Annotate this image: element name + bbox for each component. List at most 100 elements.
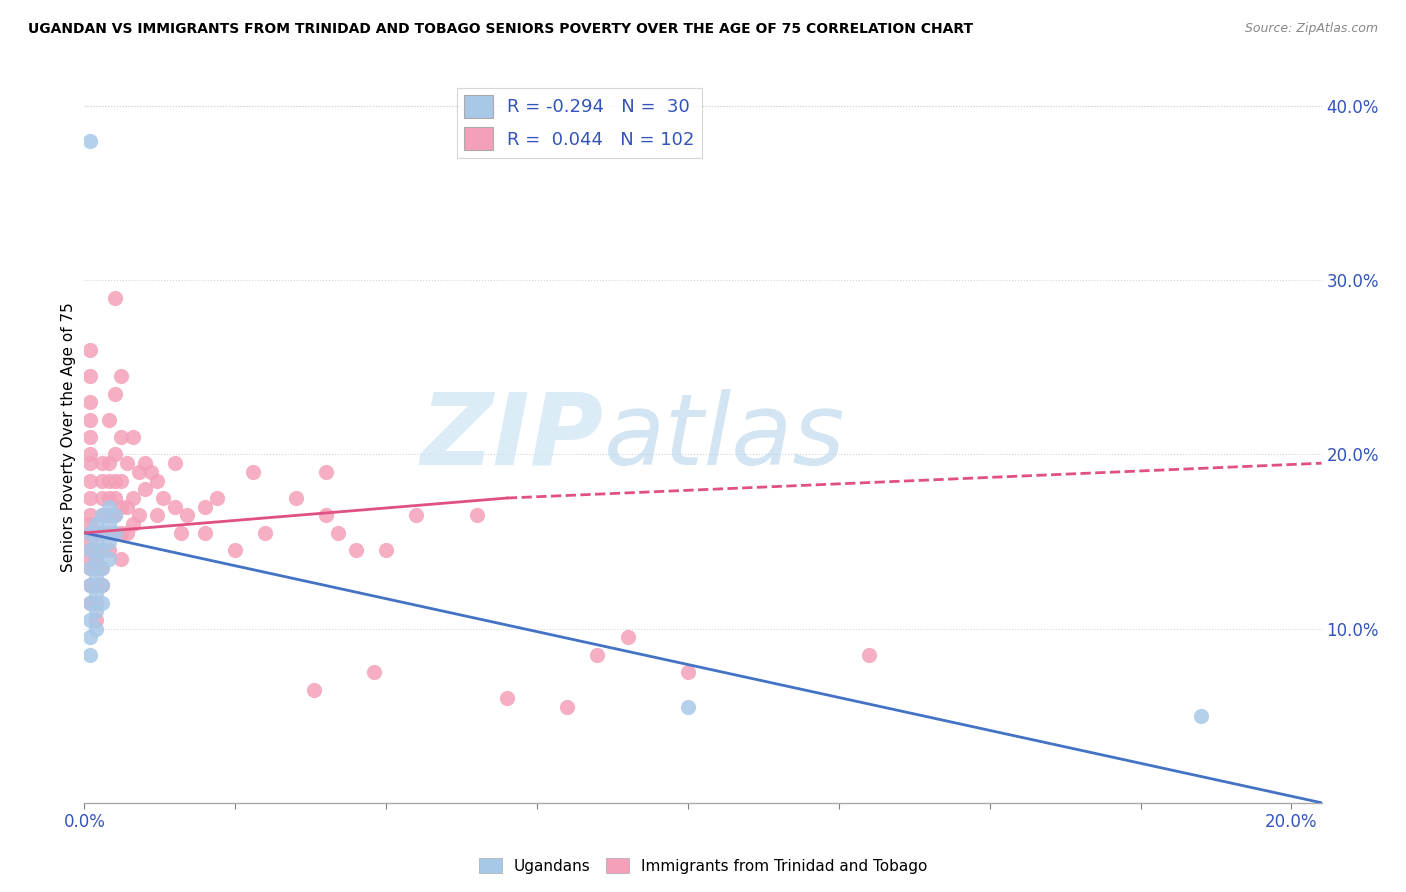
Point — [79, 534, 101, 549]
Point — [128, 465, 150, 479]
Point — [91, 474, 114, 488]
Point — [139, 465, 162, 479]
Point — [79, 430, 101, 444]
Point — [586, 648, 609, 662]
Point — [86, 560, 108, 574]
Point — [91, 508, 114, 523]
Point — [86, 622, 108, 636]
Point — [465, 508, 488, 523]
Point — [79, 543, 101, 558]
Point — [128, 508, 150, 523]
Point — [103, 508, 125, 523]
Point — [79, 474, 101, 488]
Point — [97, 508, 120, 523]
Point — [97, 412, 120, 426]
Point — [315, 508, 337, 523]
Y-axis label: Seniors Poverty Over the Age of 75: Seniors Poverty Over the Age of 75 — [60, 302, 76, 572]
Point — [103, 448, 125, 462]
Point — [91, 456, 114, 470]
Point — [79, 648, 101, 662]
Point — [91, 543, 114, 558]
Point — [79, 369, 101, 384]
Point — [79, 543, 101, 558]
Point — [79, 343, 101, 357]
Point — [284, 491, 307, 505]
Point — [495, 691, 517, 706]
Point — [79, 560, 101, 574]
Point — [110, 525, 132, 540]
Point — [91, 578, 114, 592]
Point — [194, 500, 217, 514]
Point — [170, 525, 193, 540]
Text: atlas: atlas — [605, 389, 845, 485]
Point — [315, 465, 337, 479]
Point — [91, 560, 114, 574]
Point — [134, 456, 156, 470]
Point — [121, 430, 143, 444]
Point — [86, 569, 108, 583]
Text: Source: ZipAtlas.com: Source: ZipAtlas.com — [1244, 22, 1378, 36]
Point — [97, 491, 120, 505]
Legend: R = -0.294   N =  30, R =  0.044   N = 102: R = -0.294 N = 30, R = 0.044 N = 102 — [457, 87, 702, 158]
Point — [79, 552, 101, 566]
Point — [86, 543, 108, 558]
Point — [146, 474, 169, 488]
Legend: Ugandans, Immigrants from Trinidad and Tobago: Ugandans, Immigrants from Trinidad and T… — [472, 852, 934, 880]
Point — [97, 500, 120, 514]
Point — [254, 525, 277, 540]
Point — [858, 648, 880, 662]
Point — [97, 534, 120, 549]
Text: UGANDAN VS IMMIGRANTS FROM TRINIDAD AND TOBAGO SENIORS POVERTY OVER THE AGE OF 7: UGANDAN VS IMMIGRANTS FROM TRINIDAD AND … — [28, 22, 973, 37]
Point — [115, 500, 138, 514]
Point — [97, 517, 120, 532]
Point — [79, 134, 101, 148]
Point — [91, 525, 114, 540]
Point — [86, 525, 108, 540]
Point — [115, 456, 138, 470]
Point — [91, 578, 114, 592]
Point — [224, 543, 246, 558]
Point — [97, 543, 120, 558]
Point — [103, 491, 125, 505]
Text: ZIP: ZIP — [420, 389, 605, 485]
Point — [163, 500, 186, 514]
Point — [110, 430, 132, 444]
Point — [86, 517, 108, 532]
Point — [79, 395, 101, 409]
Point — [103, 508, 125, 523]
Point — [97, 456, 120, 470]
Point — [79, 456, 101, 470]
Point — [344, 543, 367, 558]
Point — [86, 552, 108, 566]
Point — [103, 474, 125, 488]
Point — [1189, 708, 1212, 723]
Point — [405, 508, 427, 523]
Point — [121, 517, 143, 532]
Point — [326, 525, 349, 540]
Point — [110, 369, 132, 384]
Point — [91, 560, 114, 574]
Point — [205, 491, 228, 505]
Point — [194, 525, 217, 540]
Point — [242, 465, 264, 479]
Point — [676, 665, 699, 680]
Point — [86, 534, 108, 549]
Point — [555, 700, 578, 714]
Point — [163, 456, 186, 470]
Point — [110, 474, 132, 488]
Point — [97, 525, 120, 540]
Point — [103, 291, 125, 305]
Point — [86, 552, 108, 566]
Point — [86, 613, 108, 627]
Point — [97, 552, 120, 566]
Point — [103, 525, 125, 540]
Point — [79, 508, 101, 523]
Point — [103, 386, 125, 401]
Point — [79, 525, 101, 540]
Point — [79, 595, 101, 609]
Point — [79, 578, 101, 592]
Point — [79, 448, 101, 462]
Point — [146, 508, 169, 523]
Point — [103, 525, 125, 540]
Point — [79, 613, 101, 627]
